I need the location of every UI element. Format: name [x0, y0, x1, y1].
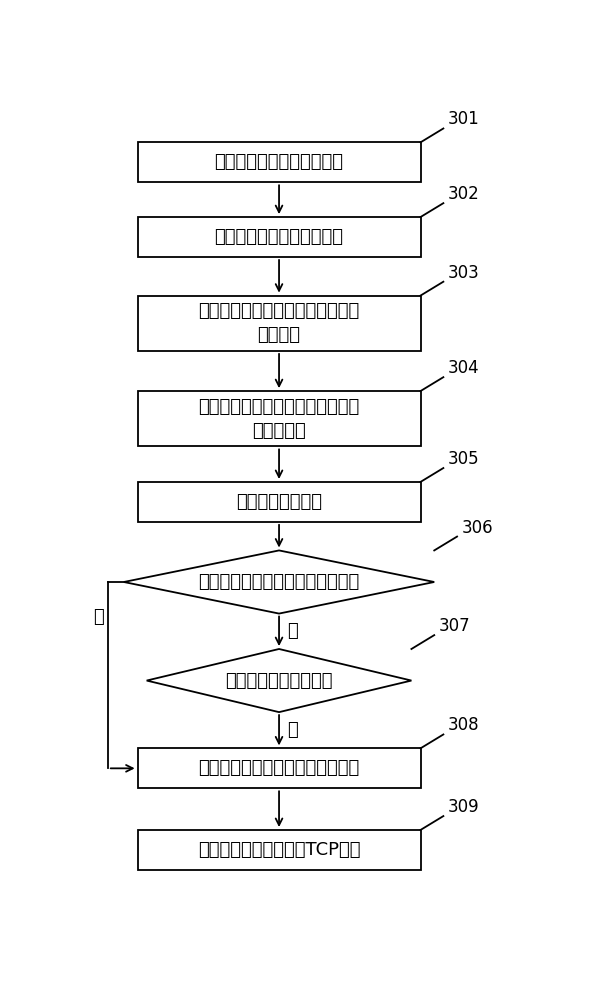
Text: 是: 是: [93, 608, 104, 626]
Text: 301: 301: [448, 110, 479, 128]
Text: 305: 305: [448, 450, 479, 468]
Text: 是否接收到第二连接关闭通知报文: 是否接收到第二连接关闭通知报文: [198, 573, 360, 591]
Text: 307: 307: [439, 617, 471, 635]
Text: 否: 否: [287, 622, 298, 640]
Text: 308: 308: [448, 716, 479, 734]
FancyBboxPatch shape: [137, 296, 421, 351]
Polygon shape: [147, 649, 411, 712]
Text: 是: 是: [287, 721, 298, 739]
Text: 304: 304: [448, 359, 479, 377]
Text: 服务器接收客户端所发送的连接关
闭回应报文: 服务器接收客户端所发送的连接关 闭回应报文: [198, 398, 360, 440]
FancyBboxPatch shape: [137, 391, 421, 446]
Text: 服务器向客户端发送连接重置报文: 服务器向客户端发送连接重置报文: [198, 759, 360, 777]
Text: 服务器套接口获得配置信息: 服务器套接口获得配置信息: [214, 153, 343, 171]
Text: 是否到达预设延时时间: 是否到达预设延时时间: [225, 672, 333, 690]
Text: 302: 302: [448, 185, 479, 203]
FancyBboxPatch shape: [137, 217, 421, 257]
Text: 服务器向客户端发送第一连接关闭
通知报文: 服务器向客户端发送第一连接关闭 通知报文: [198, 302, 360, 344]
FancyBboxPatch shape: [137, 748, 421, 788]
Text: 303: 303: [448, 264, 479, 282]
Text: 等待预设延时时间: 等待预设延时时间: [236, 493, 322, 511]
FancyBboxPatch shape: [137, 482, 421, 522]
Text: 309: 309: [448, 798, 479, 816]
Text: 服务器终止与客户端的TCP连接: 服务器终止与客户端的TCP连接: [198, 841, 360, 859]
Polygon shape: [124, 550, 434, 614]
FancyBboxPatch shape: [137, 142, 421, 182]
Text: 306: 306: [462, 519, 493, 537]
FancyBboxPatch shape: [137, 830, 421, 870]
Text: 服务器触发或获取关闭指令: 服务器触发或获取关闭指令: [214, 228, 343, 246]
